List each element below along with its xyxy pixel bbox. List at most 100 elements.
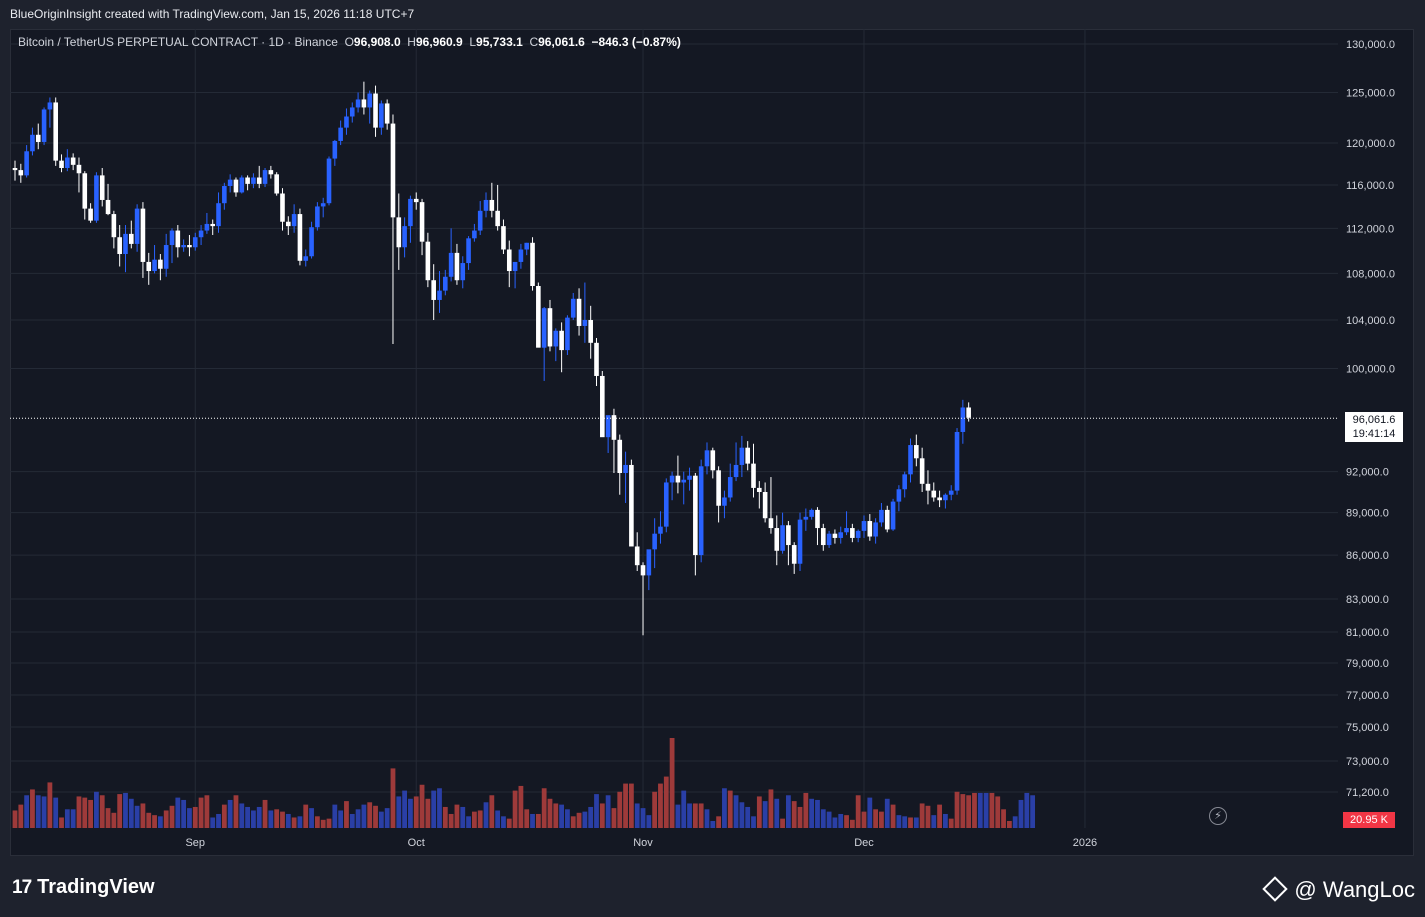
candle-body	[495, 210, 500, 227]
candle-body	[53, 102, 59, 161]
candle-body	[443, 276, 448, 291]
price-tick-label: 104,000.0	[1346, 315, 1395, 327]
candle-body	[733, 464, 739, 478]
volume-bar	[669, 738, 675, 828]
volume-bar	[972, 792, 977, 828]
volume-bar	[146, 812, 152, 828]
candle-body	[466, 238, 471, 264]
candle-body	[954, 431, 960, 491]
volume-bar	[76, 796, 82, 828]
candle-body	[483, 199, 489, 211]
candle-body	[129, 233, 134, 244]
candle-body	[658, 526, 663, 534]
volume-bar	[1018, 799, 1024, 828]
volume-bar	[442, 806, 448, 828]
volume-bar	[646, 815, 652, 828]
price-tick-label: 71,200.0	[1346, 787, 1389, 799]
volume-bar	[175, 797, 181, 828]
volume-bar	[774, 798, 780, 828]
volume-bar	[803, 792, 809, 828]
volume-bar	[152, 815, 157, 828]
volume-bar	[582, 811, 588, 828]
symbol-name[interactable]: Bitcoin / TetherUS PERPETUAL CONTRACT · …	[18, 35, 338, 49]
volume-bar	[902, 816, 908, 828]
candle-body	[884, 509, 890, 530]
volume-bar	[140, 803, 146, 828]
volume-bar	[1001, 809, 1006, 828]
volume-bar	[594, 794, 599, 828]
time-tick-label: Oct	[408, 837, 425, 849]
candle-body	[669, 475, 675, 483]
volume-bar	[332, 804, 338, 828]
volume-bar	[524, 809, 530, 828]
candle-body	[786, 525, 791, 546]
lightning-icon[interactable]: ⚡	[1209, 807, 1227, 825]
volume-bar	[815, 799, 820, 828]
price-tick-label: 116,000.0	[1346, 180, 1394, 192]
volume-bar	[355, 809, 361, 828]
volume-bar	[111, 812, 117, 828]
candle-body	[588, 320, 593, 343]
volume-bar	[611, 808, 617, 828]
candle-body	[82, 173, 88, 209]
bar-countdown: 19:41:14	[1352, 428, 1396, 440]
candle-body	[94, 175, 99, 221]
price-tick-label: 77,000.0	[1346, 690, 1389, 702]
candle-body	[570, 298, 576, 318]
volume-bar	[605, 795, 611, 828]
chart-pane[interactable]	[10, 29, 1414, 856]
price-tick-label: 120,000.0	[1346, 138, 1395, 150]
candle-body	[681, 479, 687, 483]
candle-body	[402, 226, 407, 248]
candle-body	[896, 489, 902, 502]
volume-bar	[18, 804, 24, 828]
candles	[12, 81, 971, 636]
volume-bar	[291, 817, 297, 828]
candle-body	[710, 450, 716, 471]
candle-body	[739, 447, 745, 465]
tradingview-logo[interactable]: 17 TradingView	[12, 876, 155, 898]
candle-body	[123, 233, 128, 255]
price-tick-label: 92,000.0	[1346, 467, 1389, 479]
volume-bar	[70, 809, 76, 828]
volume-bar	[588, 806, 594, 828]
candle-body	[181, 245, 186, 248]
candle-body	[30, 134, 35, 152]
price-tick-label: 130,000.0	[1346, 39, 1395, 51]
open-label: O	[344, 35, 354, 49]
candle-body	[198, 230, 204, 238]
volume-bar	[192, 806, 198, 828]
volume-bar	[303, 804, 309, 828]
volume-bar	[530, 813, 535, 828]
volume-bars	[12, 738, 1036, 828]
candle-body	[512, 261, 518, 272]
volume-bar	[983, 792, 989, 828]
candle-body	[117, 237, 122, 255]
candle-body	[919, 458, 925, 484]
candle-body	[693, 475, 698, 556]
volume-tag: 20.95 K	[1343, 812, 1395, 828]
volume-bar	[384, 808, 390, 828]
candle-body	[559, 330, 564, 351]
volume-bar	[221, 804, 227, 828]
volume-bar	[35, 795, 41, 828]
candle-body	[105, 199, 111, 215]
candle-body	[867, 521, 873, 537]
candle-body	[873, 522, 878, 537]
volume-bar	[123, 792, 128, 828]
volume-bar	[966, 795, 972, 828]
candle-body	[297, 214, 303, 261]
candle-body	[251, 177, 256, 184]
volume-bar	[908, 817, 913, 828]
volume-bar	[285, 813, 291, 828]
candlestick-chart[interactable]: 130,000.0 125,000.0 120,000.0 116,000.0 112,…	[10, 29, 1414, 856]
volume-bar	[361, 804, 367, 828]
volume-bar	[314, 816, 320, 828]
candle-body	[861, 521, 867, 531]
volume-bar	[977, 792, 983, 828]
volume-bar	[879, 811, 884, 828]
volume-bar	[245, 806, 250, 828]
volume-bar	[1024, 792, 1030, 828]
candle-body	[169, 230, 175, 246]
candle-body	[914, 445, 919, 459]
